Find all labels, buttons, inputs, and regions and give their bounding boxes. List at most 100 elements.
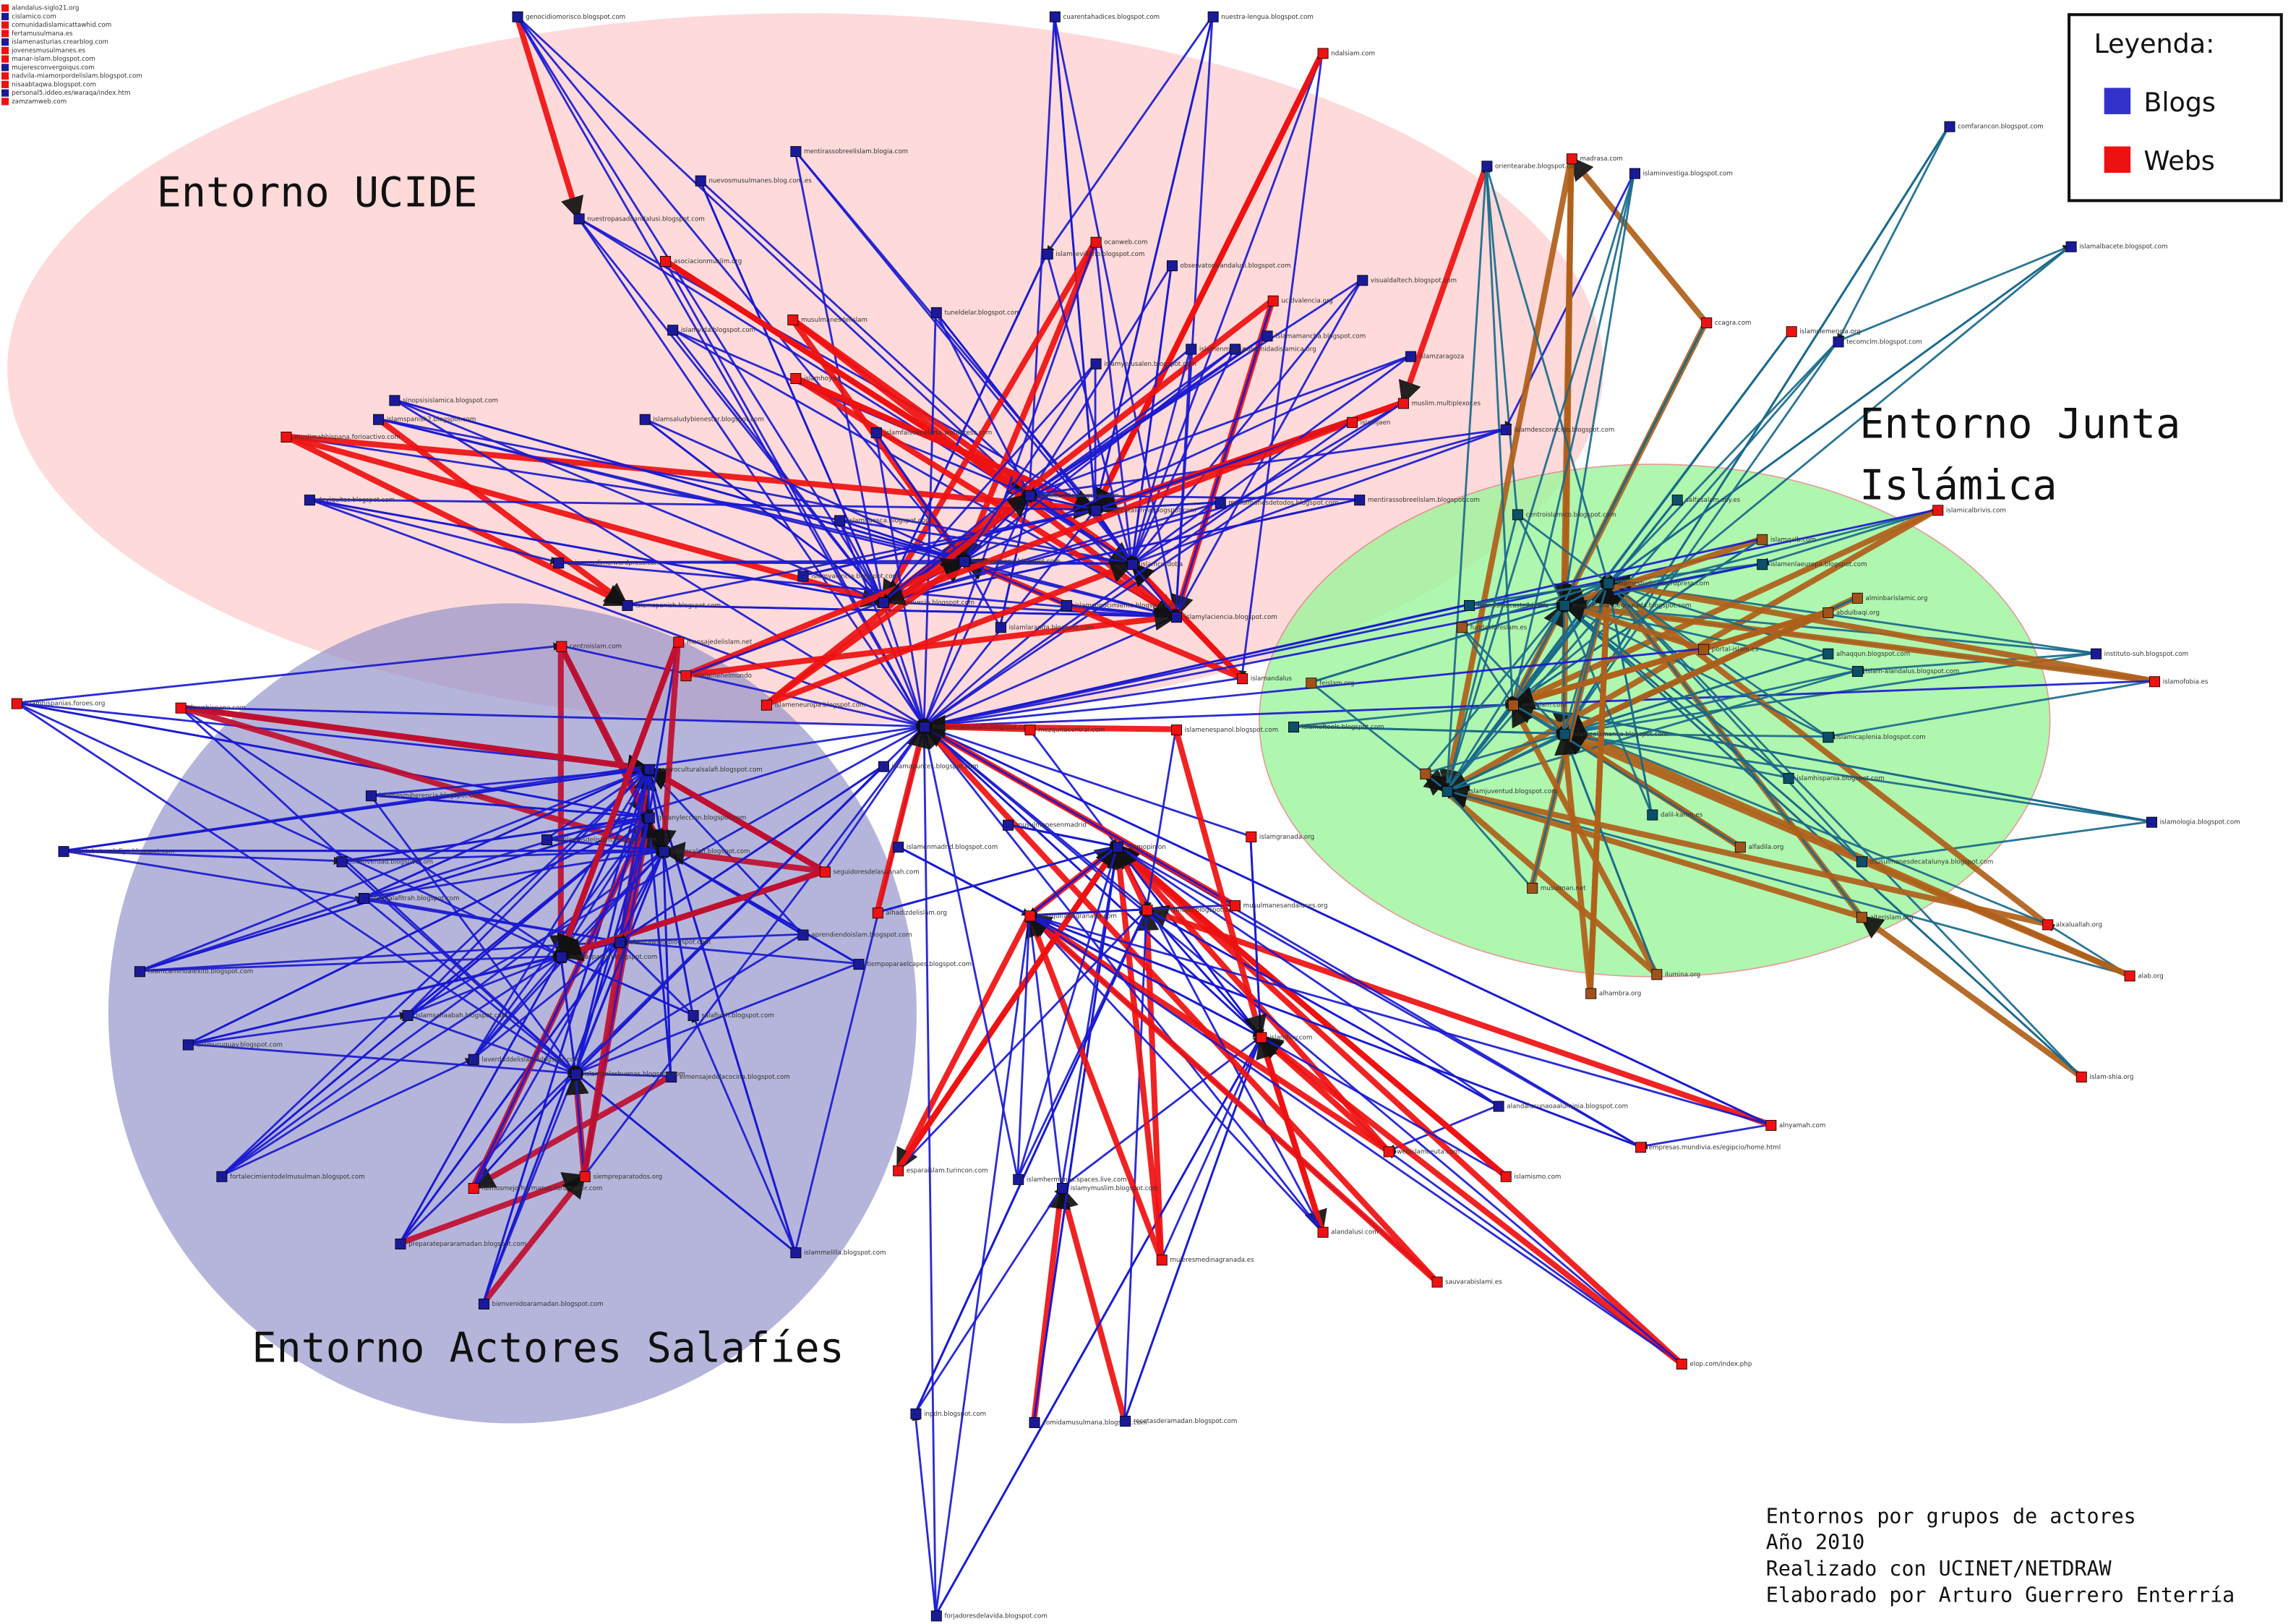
node-label: islamenlasbuenas.blogspot.com [584,1071,685,1078]
edge [220,1057,474,1177]
node-label: alhaqqun.blogspot.com [1836,651,1910,658]
node-label: islamcatalunya.blogspot.com [1104,507,1196,514]
isolate-label: islamenasturias.crearblog.com [12,39,108,46]
edge [406,954,562,1016]
edge [1238,52,1324,679]
node [959,556,970,568]
edge [1446,670,1857,793]
edge [1510,646,1704,710]
edge [923,725,1771,1126]
edge [1027,913,1439,1284]
edge [1485,165,1517,706]
node-label: islamfalsoenelarte.wordpress.com [884,429,992,437]
region-label: Entorno Actores Salafíes [252,1324,844,1372]
edge [1552,158,1576,607]
edge [626,507,1097,606]
node-label: mezquitacentral.com [1038,727,1105,734]
edge [139,938,620,973]
isolate-label: alandalus-siglo21.org [12,5,79,12]
edge [1468,580,1609,606]
edge [922,563,1762,730]
edge [1444,785,1862,920]
edge [1116,845,1262,1038]
edge [1587,580,1619,993]
edge [575,1072,796,1253]
edge [1485,165,1610,584]
node-label: mujeresmedinagranada.es [1170,1257,1254,1264]
edge [574,1069,671,1078]
edge [309,498,559,565]
edge [1026,914,1063,1188]
node-label: tiempoparaelcapes.blogspot.com [867,961,972,968]
edge [923,725,1147,910]
node [1757,559,1768,570]
edge [923,401,1404,727]
node [643,812,655,824]
node-label: islamsevillano.blogspot.com [1055,251,1144,258]
edge [685,600,884,676]
edge [1856,651,2096,675]
node-label: elislamenelmundo [694,672,752,680]
node [1090,358,1102,369]
node [182,1039,194,1051]
edge [1092,51,1325,512]
node-label: laverdaddelislam.blogspot.com [481,1056,580,1064]
node-label: islamymuslim.blogspot.com [1071,1185,1159,1192]
node-label: ucidvalencia.org [1281,298,1332,305]
node [1932,505,1944,516]
node-label: islamenmadrid.blogspot.com [907,844,998,851]
node-label: sunnaspanish.blogspot.com [570,954,657,961]
edge [1116,845,1499,1107]
edge [1460,625,1565,735]
edge [1516,513,1565,606]
node-label: portal-islam.es [1712,646,1759,654]
edge [515,15,964,562]
edge [1028,904,1235,919]
edge [643,418,884,603]
node [336,856,348,868]
node [304,495,315,506]
node [995,622,1006,633]
node [1024,910,1036,922]
edge [370,794,650,821]
node-label: esparaislam.turincon.com [907,1168,988,1175]
node [790,373,802,385]
edge [794,150,886,603]
node [134,966,145,978]
nodes: genocidiomorisco.blogspot.com cuarentahad… [11,11,2240,1622]
node [1127,559,1139,570]
edge [370,765,650,797]
node-label: islamicalbrivis.com [1946,507,2006,514]
edge [1444,513,1518,792]
edge [1512,701,2151,823]
node [1003,819,1014,831]
edge [618,938,859,965]
edge [1259,1034,1683,1366]
node-label: alnyamah.com [1779,1122,1825,1129]
edges [15,15,2155,1616]
node [878,761,889,772]
node [175,702,187,714]
edge [363,847,664,899]
edge [1256,1034,1325,1233]
node [622,599,633,611]
legend-item: Blogs [2143,87,2216,118]
node-label: islamspanish.blogspot.com [635,602,721,610]
node-label: sauvarabislami.es [1445,1279,1502,1286]
edge [1131,348,1235,565]
node-label: maktabatusalafiya.blogspot.com [72,848,174,855]
edge [393,398,884,603]
node-label: islamsahaabah.blogspot.com [416,1012,507,1020]
edge [1123,908,1151,1421]
edge [962,362,1097,562]
node [1822,607,1834,619]
node [556,952,567,962]
node [1527,882,1538,894]
edge [962,354,1411,562]
edge [764,560,1134,707]
node [1029,1417,1040,1429]
node [872,907,883,919]
isolate-node [1,4,9,12]
edge [362,725,925,899]
node-label: islaminvestiga.blogspot.com [1643,170,1733,177]
